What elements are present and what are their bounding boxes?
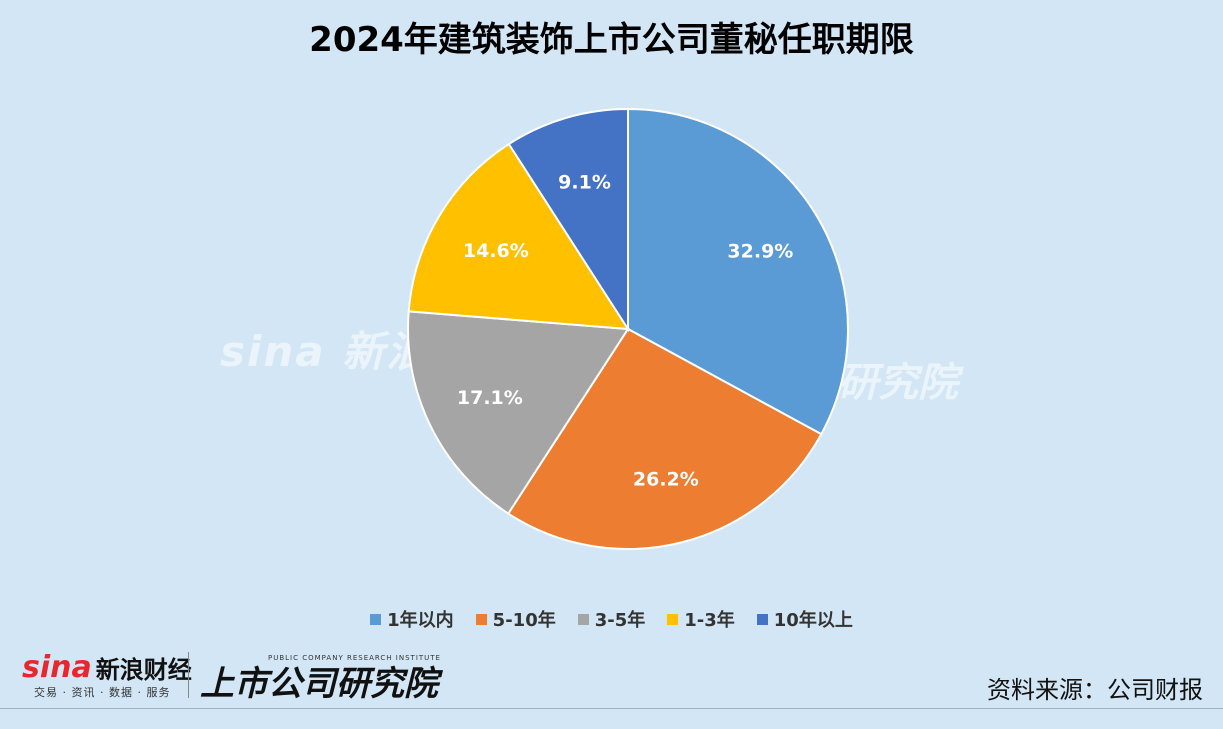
legend-swatch-1 <box>475 613 487 625</box>
chart-title: 2024年建筑装饰上市公司董秘任职期限 <box>309 20 914 60</box>
sina-finance-logo: sina 新浪财经 <box>22 650 192 685</box>
watermark-right: 研究院 <box>838 360 958 406</box>
legend-label-3: 1-3年 <box>684 610 735 631</box>
legend-item-2: 3-5年 <box>577 606 646 632</box>
legend-item-1: 5-10年 <box>475 606 556 632</box>
sina-finance-name: 新浪财经 <box>95 656 192 684</box>
data-source: 资料来源：公司财报 <box>987 676 1203 704</box>
legend-item-4: 10年以上 <box>756 606 853 632</box>
legend-label-4: 10年以上 <box>773 610 853 631</box>
legend-swatch-3 <box>667 613 679 625</box>
legend-swatch-0 <box>370 613 382 625</box>
sina-finance-tagline: 交易 · 资讯 · 数据 · 服务 <box>34 686 171 699</box>
legend-label-2: 3-5年 <box>594 610 646 631</box>
slice-data-label-4: 9.1% <box>558 171 611 193</box>
pie-slice-0 <box>627 107 849 436</box>
legend-item-0: 1年以内 <box>370 606 454 632</box>
pie-slice-2 <box>407 310 630 515</box>
slice-data-label-2: 17.1% <box>457 387 523 409</box>
legend-label-0: 1年以内 <box>387 610 454 631</box>
legend-swatch-2 <box>577 613 589 625</box>
slice-data-label-0: 32.9% <box>727 240 793 262</box>
pie-slice-1 <box>506 327 823 550</box>
institute-logo: 上市公司研究院 <box>200 664 438 704</box>
institute-english-name: PUBLIC COMPANY RESEARCH INSTITUTE <box>268 654 441 662</box>
brand-divider <box>188 652 189 698</box>
legend-label-1: 5-10年 <box>492 610 556 631</box>
slice-data-label-3: 14.6% <box>463 240 529 262</box>
legend-swatch-4 <box>756 613 768 625</box>
footer-divider <box>0 708 1223 709</box>
legend-item-3: 1-3年 <box>667 606 735 632</box>
slice-data-label-1: 26.2% <box>633 468 699 490</box>
pie-chart: 32.9% 26.2% 17.1% 14.6% 9.1% <box>407 107 849 550</box>
pie-slice-3 <box>407 142 630 331</box>
pie-slice-4 <box>507 107 629 333</box>
chart-legend: 1年以内 5-10年 3-5年 1-3年 10年以上 <box>0 606 1223 632</box>
sina-logo-text: sina <box>22 650 92 685</box>
watermark-left: sina 新浪 <box>220 327 431 376</box>
